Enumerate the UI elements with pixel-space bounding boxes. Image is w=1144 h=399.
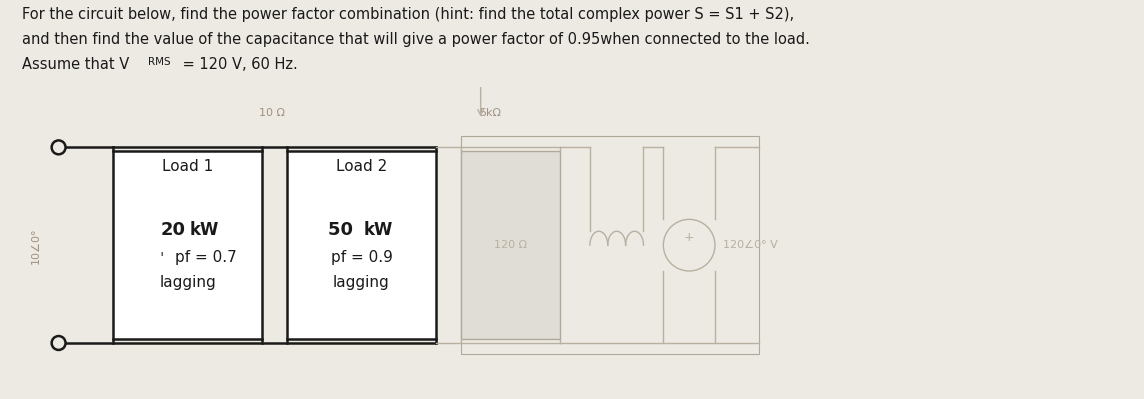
Text: = 120 V, 60 Hz.: = 120 V, 60 Hz.: [177, 57, 297, 72]
Text: pf = 0.7: pf = 0.7: [175, 250, 237, 265]
Text: and then find the value of the capacitance that will give a power factor of 0.95: and then find the value of the capacitan…: [22, 32, 810, 47]
Text: pf = 0.9: pf = 0.9: [331, 250, 392, 265]
Text: kW: kW: [190, 221, 219, 239]
Text: 120∠0° V: 120∠0° V: [723, 240, 778, 250]
Text: ᴵᴵ: ᴵᴵ: [160, 252, 164, 262]
Text: +: +: [684, 231, 694, 244]
FancyBboxPatch shape: [461, 151, 561, 339]
Text: Assume that V: Assume that V: [22, 57, 129, 72]
Text: kW: kW: [364, 221, 392, 239]
Text: 50: 50: [328, 221, 359, 239]
Text: For the circuit below, find the power factor combination (hint: find the total c: For the circuit below, find the power fa…: [22, 7, 794, 22]
Text: Load 1: Load 1: [162, 159, 213, 174]
Text: Load 2: Load 2: [336, 159, 387, 174]
Text: 10∠0°: 10∠0°: [31, 227, 41, 264]
Text: 20: 20: [160, 221, 185, 239]
Text: 5kΩ: 5kΩ: [479, 108, 501, 118]
Text: RMS: RMS: [148, 57, 170, 67]
FancyBboxPatch shape: [287, 151, 436, 339]
Text: 10 Ω: 10 Ω: [259, 108, 285, 118]
Text: 120 Ω: 120 Ω: [494, 240, 527, 250]
FancyBboxPatch shape: [113, 151, 262, 339]
Text: lagging: lagging: [159, 275, 216, 290]
Text: lagging: lagging: [333, 275, 390, 290]
